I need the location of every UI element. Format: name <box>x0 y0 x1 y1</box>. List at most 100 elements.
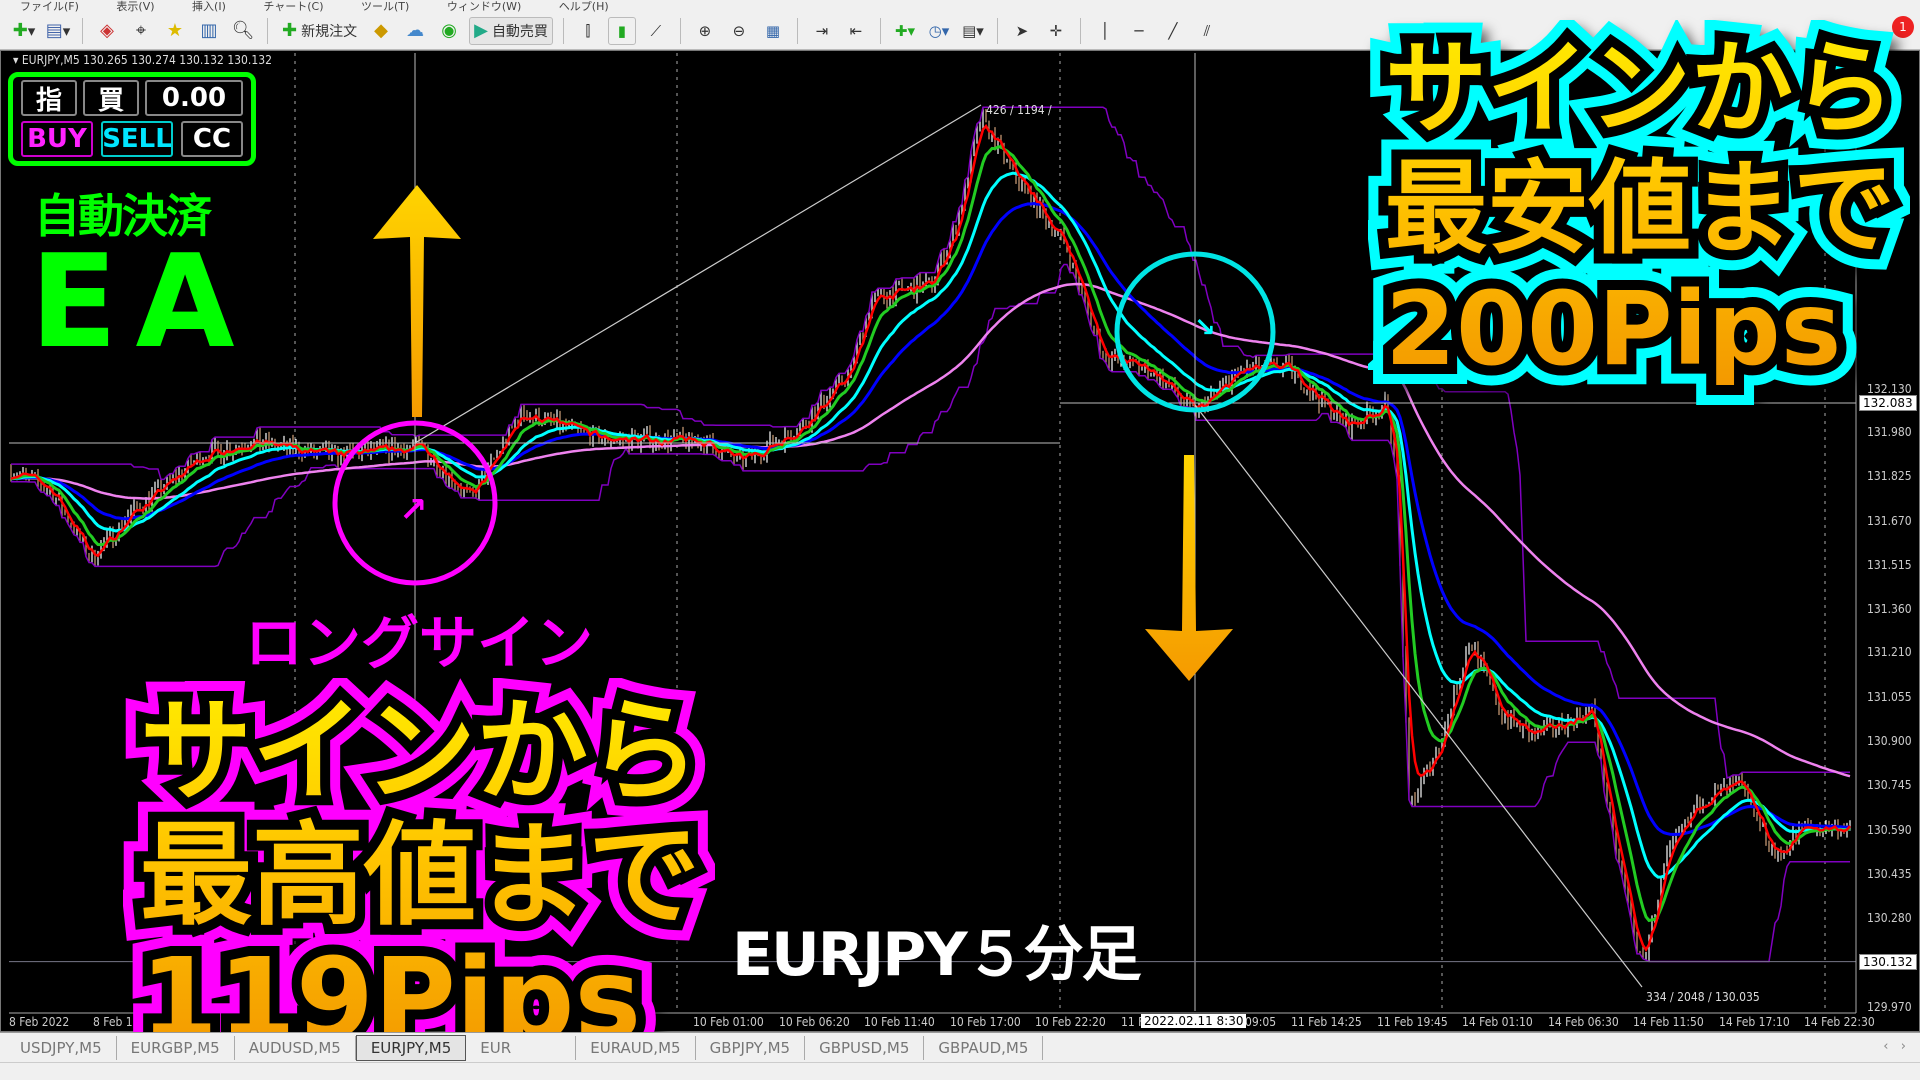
separator <box>267 17 268 44</box>
time-tick-label: 10 Feb 22:20 <box>1035 1015 1106 1029</box>
sell-button[interactable]: SELL <box>101 121 173 157</box>
tab-usdjpy[interactable]: USDJPY,M5 <box>6 1035 117 1060</box>
notification-badge[interactable]: 1 <box>1892 16 1914 38</box>
signal-icon[interactable]: ◉ <box>441 20 457 41</box>
zoom-out-icon[interactable]: ⊖ <box>732 21 746 40</box>
time-tick-label: 11 Feb 14:25 <box>1291 1015 1362 1029</box>
time-tick-label: 11 Feb 19:45 <box>1377 1015 1448 1029</box>
autoscroll-icon[interactable]: ⇥ <box>815 21 829 40</box>
tab-scroll-arrows[interactable]: ‹ › <box>1883 1039 1906 1054</box>
arrow-up-icon <box>373 185 461 417</box>
long-ma-line <box>11 282 1851 778</box>
auto-settle-label: 自動決済 <box>34 189 212 243</box>
menu-window[interactable]: ウィンドウ(W) <box>446 0 522 12</box>
price-tick-label: 130.590 <box>1867 822 1912 837</box>
data-window-icon[interactable]: ⌖ <box>135 20 147 41</box>
long-signal-circle <box>332 420 498 586</box>
time-tick-label: 14 Feb 11:50 <box>1633 1015 1704 1029</box>
menu-chart[interactable]: チャート(C) <box>263 0 324 12</box>
tab-gbpaud[interactable]: GBPAUD,M5 <box>924 1035 1044 1060</box>
time-tick-label: 14 Feb 01:10 <box>1462 1015 1533 1029</box>
tile-windows-icon[interactable]: ▦ <box>765 21 781 40</box>
cloud-icon[interactable]: ☁ <box>406 20 425 41</box>
market-watch-icon[interactable]: ◈ <box>100 20 114 41</box>
price-tick-label: 130.745 <box>1867 778 1912 793</box>
crosshair-icon[interactable]: ✛ <box>1049 21 1063 40</box>
chart-header: ▾ EURJPY,M5 130.265 130.274 130.132 130.… <box>13 53 272 67</box>
auto-trading-label: 自動売買 <box>491 23 548 40</box>
templates-icon[interactable]: ▤▾ <box>962 21 984 40</box>
horizontal-line-icon[interactable]: ─ <box>1134 21 1144 40</box>
time-tick-label: 10 Feb 11:40 <box>864 1015 935 1029</box>
close-all-button[interactable]: CC <box>181 121 243 157</box>
separator <box>679 17 681 44</box>
time-tick-label: 10 Feb 06:20 <box>779 1015 850 1029</box>
price-tick-label: 130.900 <box>1867 733 1912 748</box>
ruler-line <box>414 104 982 444</box>
menu-help[interactable]: ヘルプ(H) <box>558 0 609 12</box>
tab-eurgbp[interactable]: EURGBP,M5 <box>117 1035 235 1060</box>
terminal-icon[interactable]: ▥ <box>200 20 218 41</box>
line-chart-icon[interactable]: ⟋ <box>650 21 662 40</box>
tab-eurjpy[interactable]: EURJPY,M5 <box>355 1034 467 1061</box>
fast-ma-line <box>10 123 1851 953</box>
order-type-button[interactable]: 指 <box>21 80 77 116</box>
slow-ma-line <box>10 201 1851 836</box>
price-tick-label: 131.515 <box>1867 557 1912 572</box>
lot-value-field[interactable]: 0.00 <box>145 80 243 116</box>
buy-mode-button[interactable]: 買 <box>83 80 139 116</box>
auto-trading-icon: ▶ <box>474 20 488 41</box>
time-tick-label: 14 Feb 17:10 <box>1719 1015 1790 1029</box>
channel-icon[interactable]: ⫽ <box>1203 21 1211 40</box>
ea-label: EA <box>30 228 253 377</box>
price-chart[interactable]: ↗ ↘ ▾ EURJPY,M5 130.265 130.274 130.132 1… <box>0 50 1920 1032</box>
tab-audusd[interactable]: AUDUSD,M5 <box>235 1035 356 1060</box>
tab-gbpusd[interactable]: GBPUSD,M5 <box>805 1035 925 1060</box>
chart-canvas[interactable]: ↗↘ <box>1 51 1920 1033</box>
time-tick-label: 09:05 <box>1245 1015 1277 1029</box>
timeframe-label: EURJPY５分足 <box>732 920 1142 990</box>
periods-icon[interactable]: ◷▾ <box>928 21 950 40</box>
right-callout-text: サインから 最安値まで 200Pips <box>1385 30 1895 389</box>
trade-panel: 指 買 0.00 BUY SELL CC <box>8 72 256 166</box>
trendline-icon[interactable]: ╱ <box>1168 21 1178 40</box>
new-chart-icon[interactable]: ✚ ▾ <box>12 20 36 41</box>
indicators-icon[interactable]: ✚▾ <box>894 21 915 40</box>
ruler-low-label: 334 / 2048 / 130.035 <box>1646 990 1760 1004</box>
chart-tabs: USDJPY,M5 EURGBP,M5 AUDUSD,M5 EURJPY,M5 … <box>0 1032 1920 1062</box>
tab-euraud[interactable]: EURAUD,M5 <box>576 1035 696 1060</box>
price-tick-label: 131.055 <box>1867 689 1912 704</box>
cursor-icon[interactable]: ➤ <box>1015 21 1029 40</box>
ruler-high-label: 426 / 1194 / <box>986 103 1052 117</box>
profiles-icon[interactable]: ▤ ▾ <box>45 20 71 41</box>
navigator-icon[interactable]: ★ <box>166 20 184 41</box>
time-tick-label: 8 Feb 11:30 <box>93 1015 157 1029</box>
tab-eur[interactable]: EUR <box>466 1035 577 1060</box>
tab-gbpjpy[interactable]: GBPJPY,M5 <box>696 1035 806 1060</box>
symbol-quote: EURJPY,M5 130.265 130.274 130.132 130.13… <box>21 53 272 67</box>
sell-signal-arrow-icon: ↘ <box>1194 313 1216 343</box>
price-tick-label: 130.280 <box>1867 911 1912 926</box>
separator <box>562 17 564 44</box>
short-signal-circle <box>1114 251 1276 413</box>
vertical-line-icon[interactable]: │ <box>1100 21 1110 40</box>
price-tick-label: 131.825 <box>1867 469 1912 484</box>
auto-trading-button[interactable]: ▶ 自動売買 <box>469 16 553 45</box>
separator <box>1079 17 1081 44</box>
menu-tools[interactable]: ツール(T) <box>361 0 410 12</box>
menu-insert[interactable]: 挿入(I) <box>192 0 226 12</box>
candlestick-icon[interactable]: ▮ <box>607 16 636 45</box>
metaeditor-icon[interactable]: ◆ <box>374 20 389 41</box>
menu-view[interactable]: 表示(V) <box>116 0 155 12</box>
zoom-in-icon[interactable]: ⊕ <box>698 21 712 40</box>
menu-file[interactable]: ファイル(F) <box>20 0 79 12</box>
price-tick-label: 129.970 <box>1867 999 1912 1014</box>
buy-button[interactable]: BUY <box>21 121 93 157</box>
bar-chart-icon[interactable]: ⫿ <box>585 21 591 40</box>
chart-shift-icon[interactable]: ⇤ <box>849 21 863 40</box>
time-tick-label: 10 Feb 17:00 <box>950 1015 1021 1029</box>
new-order-button[interactable]: ✚ 新規注文 <box>278 17 361 45</box>
tester-icon[interactable]: 🔍︎ <box>231 20 255 41</box>
